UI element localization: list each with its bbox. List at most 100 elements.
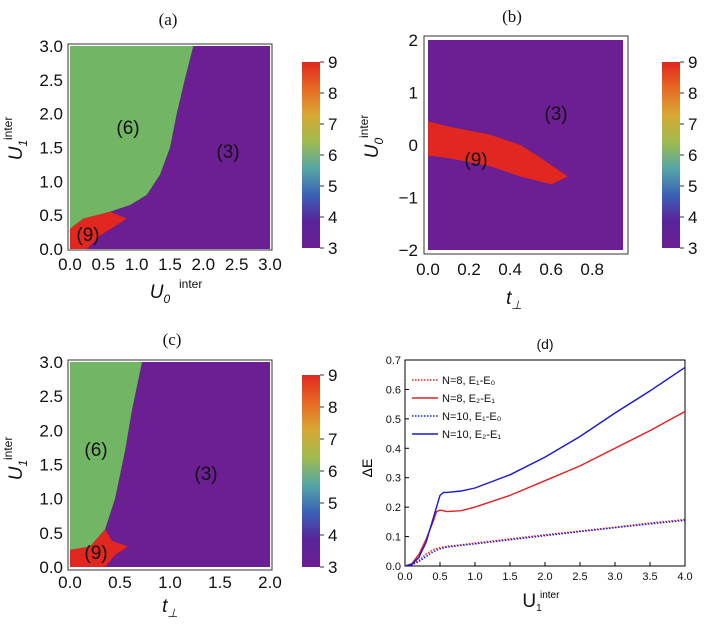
colorbar-tick-label: 7 (328, 115, 337, 134)
y-tick-label: 0.4 (386, 443, 401, 455)
panel-b-label-9: (9) (464, 150, 487, 171)
panel-a-x-axis-label: U0 inter (150, 277, 203, 306)
x-tick-label: 0.6 (539, 260, 563, 279)
colorbar-tick-label: 3 (328, 239, 337, 258)
svg-text:U1: U1 (6, 140, 30, 160)
x-tick-label: 1.0 (125, 255, 149, 274)
x-tick-label: 0.5 (92, 255, 116, 274)
y-tick-label: 0.5 (39, 206, 63, 225)
panel-b-y-ticks: 2 1 0 −1 −2 (399, 31, 418, 260)
x-tick-label: 0.0 (58, 255, 82, 274)
y-tick-label: −1 (399, 189, 418, 208)
y-tick-label: −2 (399, 241, 418, 260)
legend-entry: N=8, E₂-E₁ (442, 393, 495, 405)
x-tick-label: 2.5 (572, 571, 587, 583)
y-tick-label: 2.0 (39, 421, 63, 440)
x-tick-label: 3.0 (258, 255, 282, 274)
colorbar-tick-label: 9 (328, 366, 337, 385)
panel-a-region-9 (70, 211, 127, 249)
x-tick-label: 0.4 (498, 260, 522, 279)
panel-b-frame (423, 35, 629, 255)
x-tick-label: 1.0 (467, 571, 482, 583)
x-tick-label: 1.5 (158, 255, 182, 274)
x-tick-label: 2.0 (537, 571, 552, 583)
series-line-3 (404, 366, 686, 567)
colorbar-tick-label: 8 (328, 398, 337, 417)
colorbar-tick-label: 6 (688, 146, 697, 165)
colorbar-tick-label: 4 (328, 526, 337, 545)
y-tick-label: 0.2 (386, 502, 401, 514)
colorbar-tick-label: 4 (688, 208, 697, 227)
y-tick-label: 0 (409, 136, 418, 155)
panel-a: (a) (6) (3) (9) 0.0 0.5 1.0 1.5 2.0 2.5 3.0 0.… (1, 10, 337, 306)
y-tick-label: 0.0 (39, 558, 63, 577)
panel-c-region-6 (70, 362, 142, 550)
panel-b-x-axis-label: t⊥ (506, 288, 522, 312)
y-tick-label: 2 (409, 31, 418, 50)
panel-c-x-axis-label: t⊥ (162, 596, 178, 620)
panel-b-label-3: (3) (544, 104, 567, 125)
colorbar-tick-label: 8 (688, 84, 697, 103)
colorbar-tick-label: 4 (328, 208, 337, 227)
x-tick-label: 2.0 (258, 573, 282, 592)
series-line-2 (404, 519, 686, 567)
x-tick-label: 0.5 (432, 571, 447, 583)
panel-c-label-6: (6) (84, 440, 107, 461)
panel-b-region-9 (428, 121, 568, 185)
y-tick-label: 0.3 (386, 473, 401, 485)
panel-a-y-ticks: 0.0 0.5 1.0 1.5 2.0 2.5 3.0 (39, 37, 63, 259)
colorbar-tick-label: 7 (688, 115, 697, 134)
panel-d-x-axis-label: U1 inter (522, 590, 560, 614)
panel-d-y-ticks: 0.0 0.1 0.2 0.3 0.4 0.5 0.6 0.7 (386, 355, 409, 573)
legend-entry: N=10, E₂-E₁ (442, 429, 501, 441)
y-tick-label: 3.0 (39, 37, 63, 56)
colorbar-tick-label: 5 (328, 494, 337, 513)
panel-c-label-9: (9) (84, 543, 107, 564)
colorbar-tick-label: 9 (328, 53, 337, 72)
panel-c-colorbar: 9 8 7 6 5 4 3 (302, 366, 337, 577)
x-tick-label: 0.2 (457, 260, 481, 279)
legend-entry: N=10, E₁-E₀ (442, 411, 501, 423)
panel-a-title: (a) (159, 10, 178, 29)
y-tick-label: 0.7 (386, 355, 401, 367)
panel-d: (d) 0.0 0.5 1.0 1.5 2.0 2.5 3.0 3.5 4.0 0.00.10.… (359, 336, 693, 614)
panel-b-x-ticks: 0.0 0.2 0.4 0.6 0.8 (416, 260, 604, 279)
panel-b-colorbar: 9 8 7 6 5 4 3 (662, 53, 697, 258)
x-tick-label: 1.5 (208, 573, 232, 592)
x-tick-label: 0.5 (108, 573, 132, 592)
svg-text:U1: U1 (6, 460, 30, 480)
legend-entry: N=8, E₁-E₀ (442, 375, 495, 387)
panel-d-legend: N=8, E₁-E₀ N=8, E₂-E₁ N=10, E₁-E₀ N=10, E₂-… (412, 375, 501, 441)
colorbar-tick-label: 5 (688, 177, 697, 196)
svg-text:inter: inter (357, 115, 371, 138)
svg-text:inter: inter (179, 277, 202, 291)
panel-c-y-ticks: 0.0 0.5 1.0 1.5 2.0 2.5 3.0 (39, 353, 63, 577)
colorbar-gradient (302, 375, 320, 567)
y-tick-label: 1.5 (39, 456, 63, 475)
x-tick-label: 0.0 (416, 260, 440, 279)
colorbar-gradient (662, 62, 680, 248)
colorbar-tick-label: 9 (688, 53, 697, 72)
panel-d-x-ticks: 0.0 0.5 1.0 1.5 2.0 2.5 3.0 3.5 4.0 (397, 562, 693, 583)
colorbar-tick-label: 7 (328, 430, 337, 449)
x-tick-label: 2.5 (225, 255, 249, 274)
x-tick-label: 3.0 (607, 571, 622, 583)
panel-a-label-3: (3) (216, 142, 239, 163)
panel-a-frame (67, 43, 273, 251)
y-tick-label: 2.0 (39, 105, 63, 124)
panel-c-y-axis-label: U1 inter (1, 437, 30, 481)
panel-b: (b) (3) (9) 0.0 0.2 0.4 0.6 0.8 2 1 0 −1 −2 t⊥ U… (357, 7, 697, 312)
panel-a-x-ticks: 0.0 0.5 1.0 1.5 2.0 2.5 3.0 (58, 255, 282, 274)
x-tick-label: 1.5 (502, 571, 517, 583)
colorbar-gradient (302, 62, 320, 248)
y-tick-label: 3.0 (39, 353, 63, 372)
panel-a-y-axis-label: U1 inter (1, 117, 30, 161)
y-tick-label: 0.5 (39, 524, 63, 543)
colorbar-tick-label: 6 (328, 146, 337, 165)
y-tick-label: 1.5 (39, 139, 63, 158)
colorbar-tick-label: 8 (328, 84, 337, 103)
panel-a-label-9: (9) (76, 225, 99, 246)
colorbar-tick-label: 3 (328, 558, 337, 577)
panel-c-x-ticks: 0.0 0.5 1.0 1.5 2.0 (58, 573, 282, 592)
